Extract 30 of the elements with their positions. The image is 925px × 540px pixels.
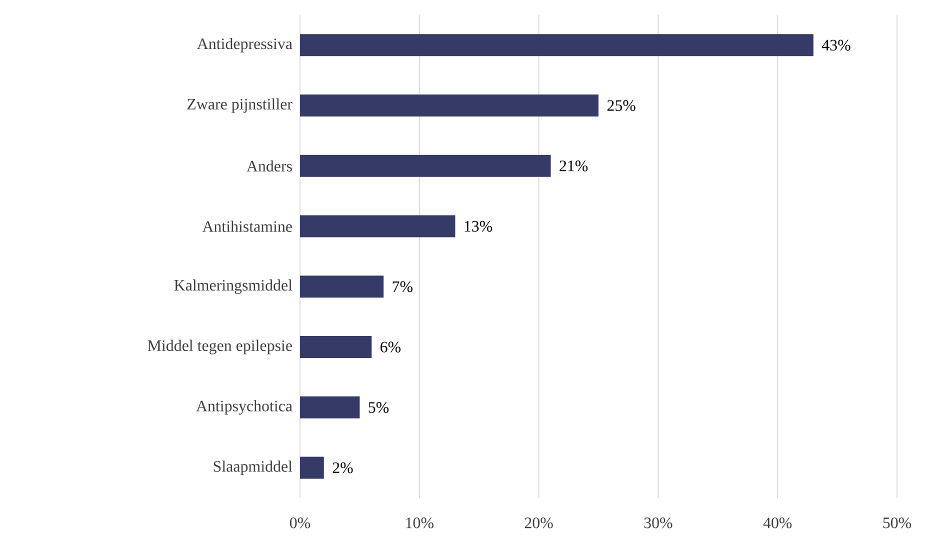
- bar: [300, 154, 551, 177]
- x-tick-label: 40%: [763, 518, 792, 528]
- y-tick-label: Middel tegen epilepsie: [148, 340, 292, 354]
- data-label: 43%: [822, 40, 850, 51]
- y-tick-label: Antidepressiva: [197, 38, 292, 52]
- bar: [300, 396, 360, 418]
- bar: [300, 34, 814, 56]
- data-label: 5%: [368, 402, 389, 413]
- y-tick-label: Zware pijnstiller: [187, 98, 292, 113]
- bar: [300, 94, 599, 117]
- data-label: 7%: [392, 281, 412, 292]
- data-label: 21%: [560, 160, 588, 172]
- x-tick-label: 30%: [644, 518, 672, 528]
- bar: [300, 215, 456, 238]
- data-label: 2%: [332, 462, 353, 474]
- data-label: 13%: [464, 220, 492, 232]
- y-tick-label: Anders: [246, 160, 292, 172]
- bar: [300, 336, 372, 358]
- bar: [300, 456, 324, 479]
- y-tick-label: Slaapmiddel: [214, 460, 292, 476]
- x-tick-label: 50%: [883, 518, 912, 528]
- data-label: 6%: [380, 342, 401, 352]
- x-tick-label: 10%: [406, 518, 434, 528]
- data-label: 25%: [607, 100, 636, 111]
- y-tick-label: Kalmeringsmiddel: [174, 279, 292, 294]
- y-tick-label: Antipsychotica: [196, 400, 292, 415]
- y-tick-label: Antihistamine: [202, 220, 292, 232]
- x-tick-label: 0%: [290, 518, 310, 528]
- x-tick-label: 20%: [524, 518, 553, 528]
- bar: [300, 276, 384, 298]
